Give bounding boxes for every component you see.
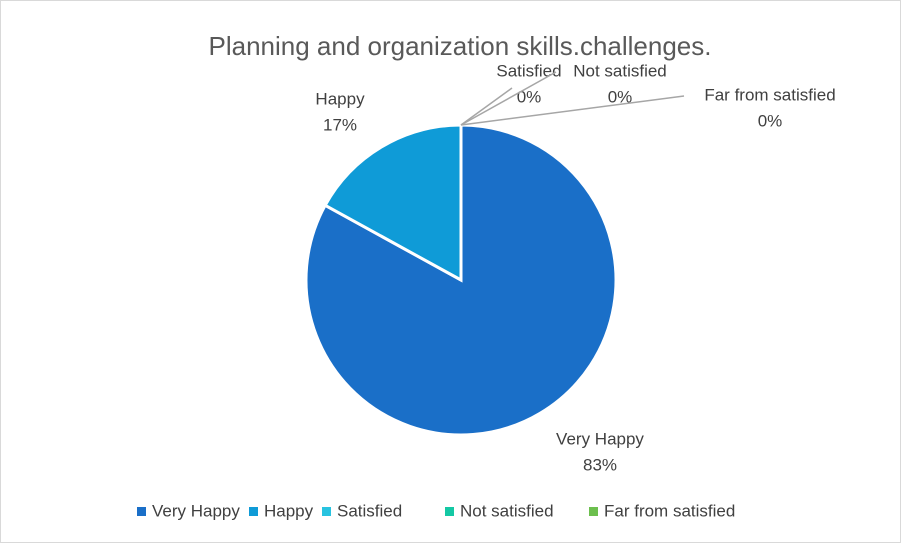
legend-label: Satisfied: [337, 501, 402, 520]
data-label-name: Not satisfied: [573, 61, 667, 80]
data-label-name: Far from satisfied: [704, 85, 835, 104]
data-label-value: 0%: [758, 111, 783, 130]
data-label-name: Happy: [315, 89, 365, 108]
leader-line: [460, 87, 513, 126]
legend-label: Happy: [264, 501, 314, 520]
chart-title: Planning and organization skills.challen…: [209, 31, 712, 61]
legend-marker: [249, 507, 258, 516]
legend-label: Far from satisfied: [604, 501, 735, 520]
legend-marker: [589, 507, 598, 516]
legend-label: Not satisfied: [460, 501, 554, 520]
legend-marker: [445, 507, 454, 516]
data-label-value: 17%: [323, 115, 357, 134]
legend-label: Very Happy: [152, 501, 240, 520]
data-label-value: 0%: [608, 87, 633, 106]
data-label-value: 83%: [583, 455, 617, 474]
legend-marker: [322, 507, 331, 516]
data-label-name: Very Happy: [556, 429, 644, 448]
data-label-value: 0%: [517, 87, 542, 106]
data-label-name: Satisfied: [496, 61, 561, 80]
leader-line: [460, 71, 557, 126]
pie-slice: [323, 123, 463, 283]
leader-line: [460, 95, 685, 126]
legend-marker: [137, 507, 146, 516]
